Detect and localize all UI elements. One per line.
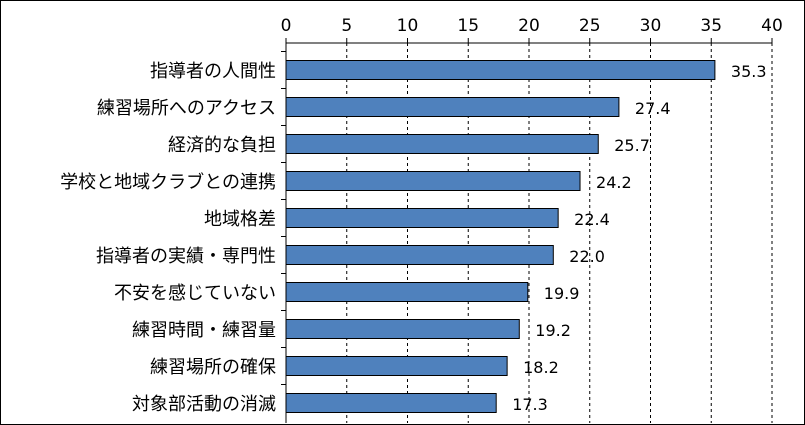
bar xyxy=(285,245,554,265)
x-tick-label: 15 xyxy=(457,16,479,36)
value-label: 19.2 xyxy=(535,321,571,340)
x-tick-label: 5 xyxy=(341,16,352,36)
x-tick-label: 10 xyxy=(397,16,419,36)
value-label: 35.3 xyxy=(731,62,767,81)
category-label: 学校と地域クラブとの連携 xyxy=(60,171,276,193)
category-label: 対象部活動の消滅 xyxy=(132,394,276,415)
x-tick-label: 20 xyxy=(518,16,540,36)
category-labels: 指導者の人間性練習場所へのアクセス経済的な負担学校と地域クラブとの連携地域格差指… xyxy=(60,61,276,415)
x-tick-label: 0 xyxy=(281,16,292,36)
x-tick-label: 35 xyxy=(700,16,722,36)
value-label: 27.4 xyxy=(635,99,671,118)
category-label: 地域格差 xyxy=(204,209,276,230)
bar xyxy=(285,171,581,191)
category-label: 経済的な負担 xyxy=(168,135,276,156)
bar xyxy=(285,282,529,302)
category-label: 練習場所の確保 xyxy=(150,357,276,378)
x-tick-label: 30 xyxy=(640,16,662,36)
value-label: 17.3 xyxy=(512,395,548,414)
value-label: 25.7 xyxy=(614,136,650,155)
value-label: 22.0 xyxy=(569,247,605,266)
bar xyxy=(285,393,497,413)
bars xyxy=(285,60,716,413)
category-label: 指導者の実績・専門性 xyxy=(96,246,276,267)
x-tick-label: 40 xyxy=(761,16,783,36)
bar xyxy=(285,319,520,339)
category-label: 指導者の人間性 xyxy=(150,61,276,82)
value-label: 18.2 xyxy=(523,358,559,377)
axes xyxy=(281,38,773,423)
x-tick-label: 25 xyxy=(579,16,601,36)
bar xyxy=(285,134,599,154)
value-label: 24.2 xyxy=(596,173,632,192)
category-label: 不安を感じていない xyxy=(114,283,276,304)
value-labels: 35.3 27.4 25.7 24.2 22.4 22.0 19.9 19.2 18.2 17.3 xyxy=(512,62,766,414)
value-label: 22.4 xyxy=(574,210,610,229)
bar xyxy=(285,356,508,376)
bar xyxy=(285,60,716,80)
bar xyxy=(285,208,559,228)
x-tick-labels: 0 5 10 15 20 25 30 35 40 xyxy=(281,16,783,36)
category-label: 練習時間・練習量 xyxy=(132,320,276,341)
bar xyxy=(285,97,620,117)
category-label: 練習場所へのアクセス xyxy=(97,98,276,119)
value-label: 19.9 xyxy=(544,284,580,303)
